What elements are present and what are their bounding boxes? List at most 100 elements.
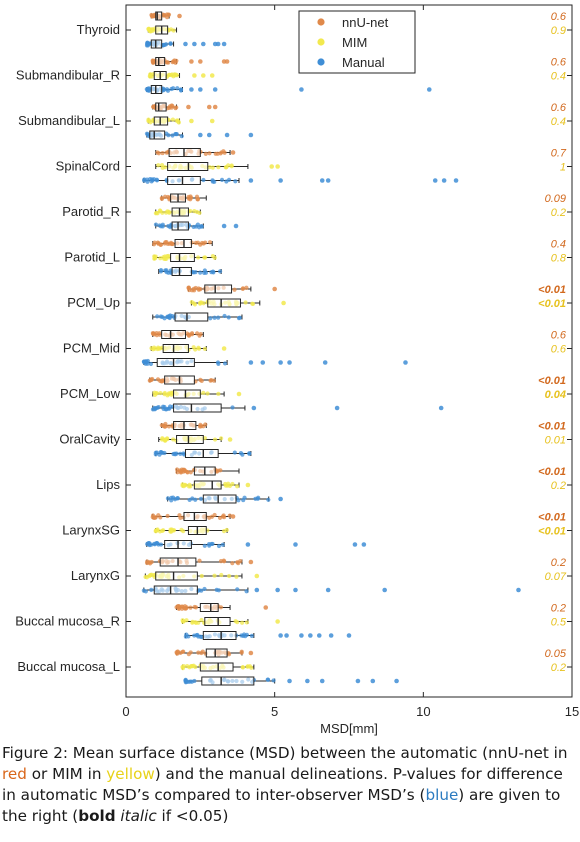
box-mim [189, 298, 286, 308]
data-point [141, 359, 147, 364]
box-mim [152, 253, 217, 262]
data-point [181, 664, 186, 669]
caption-text-1: Figure 2: Mean surface distance (MSD) be… [2, 744, 568, 762]
outlier-point [248, 132, 254, 138]
p-value-label: 0.6 [551, 344, 567, 356]
data-point [165, 513, 170, 519]
data-point [161, 42, 166, 47]
iqr-box [199, 603, 219, 612]
caption-text-3: ) and the manual delineations. P-values … [2, 765, 563, 804]
data-point [146, 88, 151, 93]
box-manual [141, 585, 521, 595]
iqr-box [173, 403, 222, 413]
p-value-label: <0.01 [538, 526, 566, 538]
data-point [205, 391, 210, 396]
data-point [201, 390, 206, 395]
data-point [216, 391, 221, 396]
outlier-point [316, 633, 322, 638]
caption-bold-word: bold [78, 807, 116, 825]
data-point [166, 392, 171, 397]
data-point [169, 86, 174, 92]
data-point [216, 315, 221, 320]
data-point [164, 15, 170, 20]
p-value-label: 0.6 [551, 330, 567, 342]
data-point [210, 179, 215, 184]
iqr-box [167, 176, 201, 185]
p-value-label: <0.01 [538, 284, 566, 296]
p-value-label: 0.2 [551, 662, 566, 674]
box-nnunet [174, 648, 254, 658]
outlier-point [382, 587, 387, 593]
data-point [196, 255, 201, 260]
data-point [180, 618, 185, 623]
data-point [164, 268, 169, 273]
data-point [202, 586, 207, 592]
outlier-point [453, 178, 459, 183]
outlier-point [227, 437, 233, 442]
data-point [170, 117, 175, 122]
data-point [235, 620, 240, 625]
data-point [153, 254, 158, 259]
data-point [146, 118, 151, 124]
data-point [210, 253, 215, 259]
outlier-point [278, 633, 283, 638]
legend-entry: nnU-net [342, 15, 389, 30]
outlier-point [426, 87, 432, 92]
y-tick-label: Buccal mucosa_R [15, 614, 120, 629]
data-point [173, 131, 178, 137]
msd-boxplot-chart: 0 5 10 15 MSD[mm] Thyroid 0.6 0.9 Submandibular_… [15, 4, 579, 736]
data-point [156, 163, 161, 168]
y-tick-label: Thyroid [77, 22, 120, 37]
data-point [183, 606, 188, 611]
box-manual [144, 39, 227, 49]
outlier-point [319, 178, 325, 183]
data-point [189, 300, 194, 305]
data-point [236, 561, 241, 566]
data-point [249, 665, 254, 670]
data-point [207, 542, 212, 547]
data-point [196, 286, 201, 291]
iqr-box [174, 312, 209, 322]
caption-blue-word: blue [425, 786, 459, 804]
data-point [215, 468, 221, 473]
data-point [155, 314, 160, 319]
data-point [239, 633, 244, 638]
data-point [166, 253, 171, 259]
data-point [198, 377, 203, 383]
data-point [196, 346, 202, 351]
box-manual [165, 494, 283, 504]
data-point [161, 423, 166, 428]
outlier-point [209, 118, 215, 124]
outlier-point [248, 559, 254, 565]
box-manual [153, 221, 239, 231]
data-point [226, 315, 231, 320]
caption-italic-word: italic [120, 807, 157, 825]
iqr-box [204, 284, 233, 294]
outlier-point [248, 178, 254, 183]
y-tick-label: PCM_Up [67, 295, 120, 310]
box-mim [153, 526, 229, 535]
data-point [166, 209, 172, 214]
data-point [159, 450, 164, 455]
data-point [240, 665, 245, 670]
box-manual [152, 312, 243, 322]
data-point [166, 424, 172, 429]
data-point [209, 377, 214, 383]
data-point [185, 470, 190, 475]
data-point [243, 634, 248, 639]
data-point [218, 559, 224, 564]
outlier-point [441, 178, 447, 183]
outlier-point [352, 542, 358, 547]
data-point [201, 177, 206, 183]
iqr-box [155, 102, 167, 112]
outlier-point [192, 41, 197, 47]
box-nnunet [150, 57, 230, 66]
data-point [247, 451, 252, 456]
data-point [199, 573, 204, 579]
p-value-label: 0.2 [551, 603, 566, 615]
outlier-point [328, 633, 334, 638]
data-point [193, 620, 199, 626]
data-point [222, 361, 228, 366]
data-point [175, 86, 180, 91]
data-point [178, 88, 184, 93]
